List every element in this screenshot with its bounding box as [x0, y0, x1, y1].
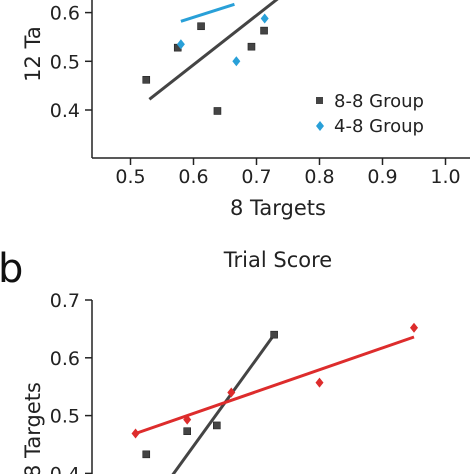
panel-a-point-diamond: [232, 56, 241, 67]
panel-b-point-square: [183, 427, 191, 436]
panel-b-y-tick-label: 0.4: [50, 463, 80, 474]
panel-b-fit-line-1: [135, 335, 415, 435]
panel-b-point-diamond: [131, 428, 140, 439]
panel-b-y-ticks: 0.4 0.5 0.6 0.7: [50, 290, 92, 474]
panel-b-title: Trial Score: [223, 248, 332, 272]
legend-label-4-8: 4-8 Group: [334, 116, 424, 137]
panel-a-x-tick-label: 0.8: [304, 166, 334, 188]
panel-b-label: b: [0, 246, 23, 292]
legend-marker-8-8: [316, 97, 323, 104]
panel-a-points: [142, 13, 269, 115]
panel-a-point-square: [247, 42, 256, 51]
panel-a-y-tick-label: 0.5: [50, 51, 80, 73]
panel-a-point-square: [142, 76, 151, 84]
panel-a-point-square: [197, 22, 205, 31]
panel-a-fit-line-1: [180, 2, 235, 23]
panel-b-point-square: [142, 450, 151, 459]
panel-b-point-diamond: [227, 387, 236, 398]
panel-a-fit-lines: [148, 0, 279, 101]
panel-a-point-diamond: [260, 13, 269, 24]
panel-a-x-tick-label: 1.0: [430, 166, 460, 188]
panel-a-point-square: [260, 26, 268, 35]
panel-b-fit-lines: [135, 333, 415, 474]
panel-a-x-tick-label: 0.7: [241, 166, 271, 188]
panel-b-point-square: [213, 421, 221, 430]
panel-b-y-tick-label: 0.7: [50, 290, 80, 312]
panel-b-points: [131, 322, 418, 459]
panel-a-point-square: [213, 107, 222, 115]
legend-label-8-8: 8-8 Group: [334, 91, 424, 112]
panel-b-y-tick-label: 0.6: [50, 348, 80, 370]
panel-b-y-tick-label: 0.5: [50, 406, 80, 428]
panel-a-x-tick-label: 0.9: [367, 166, 397, 188]
panel-b-y-axis-label: 8 Targets: [21, 382, 45, 474]
panel-b-point-square: [270, 330, 278, 339]
panel-a-point-diamond: [176, 39, 185, 50]
panel-a-axes: [91, 0, 470, 159]
panel-a-fit-line-0: [148, 0, 279, 101]
panel-a-x-ticks: 0.5 0.6 0.7 0.8 0.9 1.0: [115, 158, 461, 188]
panel-a-x-tick-label: 0.5: [115, 166, 145, 188]
panel-b-fit-line-0: [171, 333, 276, 474]
panel-a-x-tick-label: 0.6: [178, 166, 208, 188]
panel-a-y-tick-label: 0.6: [50, 3, 80, 25]
panel-a-legend: 8-8 Group 4-8 Group: [316, 91, 424, 137]
panel-a-y-axis-label: 12 Ta: [21, 26, 45, 82]
panel-b-point-diamond: [410, 322, 418, 333]
legend-marker-4-8: [316, 121, 324, 131]
panel-b-point-diamond: [183, 414, 192, 425]
panel-a-y-ticks: 0.4 0.5 0.6: [50, 3, 92, 122]
panel-a-x-axis-label: 8 Targets: [230, 196, 326, 220]
panel-a-y-tick-label: 0.4: [50, 100, 80, 122]
panel-b-point-diamond: [315, 377, 324, 388]
